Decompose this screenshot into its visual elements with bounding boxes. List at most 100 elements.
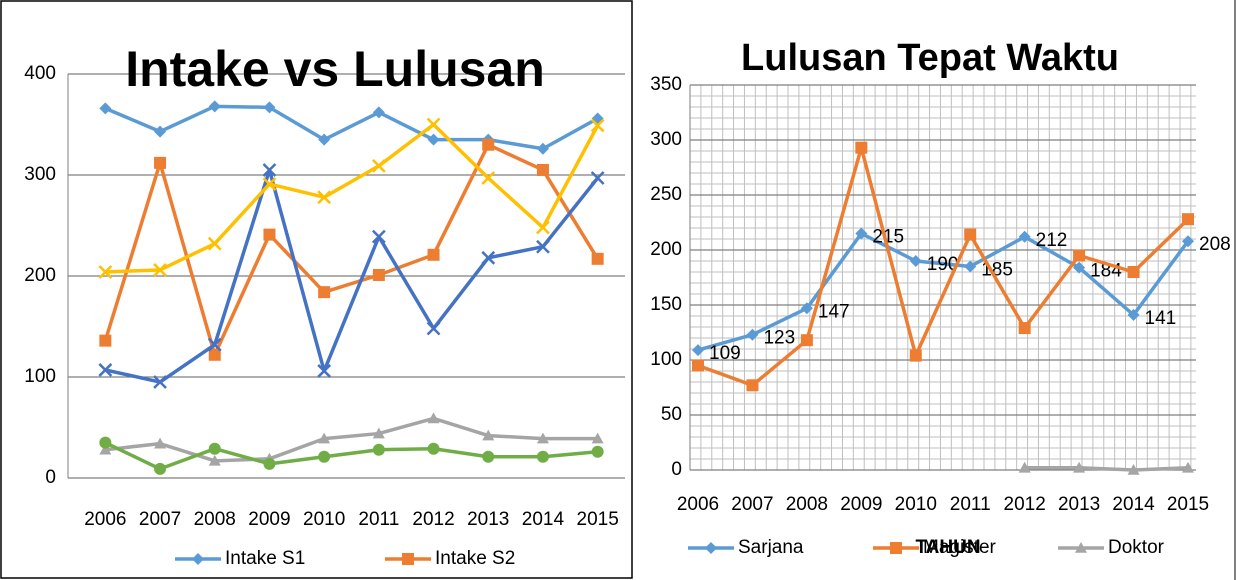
point <box>99 443 112 455</box>
chart-title: Intake vs Lulusan <box>125 41 545 97</box>
x-tick-label: 2010 <box>895 494 937 515</box>
point <box>1127 266 1140 278</box>
point <box>427 248 440 261</box>
point <box>98 265 113 279</box>
point <box>964 228 977 241</box>
point <box>1182 461 1194 473</box>
point <box>371 159 386 173</box>
point <box>536 450 549 463</box>
series-line <box>697 231 1190 352</box>
x-tick-label: 2008 <box>194 509 236 530</box>
point <box>427 442 440 455</box>
point <box>317 190 332 205</box>
series-line <box>697 145 1190 388</box>
x-tick-label: 2012 <box>1004 494 1046 515</box>
point <box>263 101 276 114</box>
point <box>1073 261 1086 274</box>
y-tick-label: 350 <box>650 74 682 95</box>
point <box>481 171 496 185</box>
point <box>153 375 167 389</box>
point <box>1018 461 1031 473</box>
legend-marker <box>705 542 717 554</box>
point <box>208 442 221 455</box>
point <box>98 363 113 377</box>
point <box>536 163 549 176</box>
point <box>482 450 495 463</box>
data-label: 215 <box>872 227 904 248</box>
series-line <box>103 142 600 357</box>
point <box>481 250 496 265</box>
point <box>800 334 813 347</box>
y-tick-label: 50 <box>661 404 682 425</box>
point <box>372 106 385 119</box>
point <box>208 348 221 361</box>
x-tick-label: 2008 <box>786 494 828 515</box>
point <box>482 429 495 441</box>
point <box>536 220 550 235</box>
point <box>426 321 441 336</box>
data-label: 123 <box>763 328 795 349</box>
point <box>909 349 922 362</box>
point <box>372 268 385 281</box>
series-line <box>105 416 598 463</box>
point <box>855 141 868 154</box>
point <box>536 239 550 254</box>
x-tick-label: 2006 <box>84 509 126 530</box>
point <box>318 432 331 444</box>
point <box>1127 464 1140 475</box>
x-axis-title: TAHUN <box>915 537 980 558</box>
x-tick-label: 2010 <box>303 509 345 530</box>
legend-label: Magister <box>923 537 997 558</box>
y-tick-label: 250 <box>650 184 682 205</box>
chart-title: Lulusan Tepat Waktu <box>741 37 1119 79</box>
x-tick-label: 2009 <box>248 509 290 530</box>
series-line <box>1024 466 1189 472</box>
data-label: 141 <box>1145 308 1177 329</box>
point <box>154 125 167 138</box>
point <box>99 102 112 115</box>
x-tick-label: 2011 <box>950 494 991 515</box>
point <box>909 255 922 267</box>
point <box>371 229 386 244</box>
point <box>590 171 605 185</box>
point <box>591 252 604 265</box>
legend-marker <box>192 553 204 565</box>
y-tick-label: 0 <box>671 459 682 480</box>
point <box>746 328 759 341</box>
legend-marker <box>1075 542 1087 553</box>
point <box>800 302 813 315</box>
x-tick-label: 2011 <box>358 509 399 530</box>
data-label: 190 <box>927 254 959 275</box>
point <box>536 432 549 444</box>
point <box>263 457 276 470</box>
legend-label: Intake S2 <box>435 548 515 569</box>
point <box>99 436 112 449</box>
x-tick-label: 2013 <box>467 509 509 530</box>
data-label: 208 <box>1199 234 1231 255</box>
point <box>591 445 604 458</box>
point <box>482 138 495 151</box>
point <box>99 334 112 347</box>
y-tick-label: 100 <box>650 349 682 370</box>
x-tick-label: 2014 <box>522 509 565 530</box>
left-panel <box>0 0 633 579</box>
point <box>1018 230 1031 243</box>
point <box>262 163 277 177</box>
y-tick-label: 0 <box>45 467 56 488</box>
data-label: 109 <box>709 343 741 364</box>
point <box>372 443 385 456</box>
legend-marker <box>890 542 902 554</box>
point <box>1018 322 1031 335</box>
point <box>692 359 704 372</box>
point <box>855 227 868 240</box>
data-label: 147 <box>818 301 850 322</box>
y-tick-label: 200 <box>650 239 682 260</box>
point <box>372 427 385 439</box>
y-tick-label: 100 <box>24 366 56 387</box>
point <box>746 379 759 392</box>
x-tick-label: 2014 <box>1112 494 1155 515</box>
point <box>154 437 167 449</box>
point <box>427 133 440 146</box>
x-tick-label: 2013 <box>1058 494 1100 515</box>
y-tick-label: 300 <box>650 129 682 150</box>
